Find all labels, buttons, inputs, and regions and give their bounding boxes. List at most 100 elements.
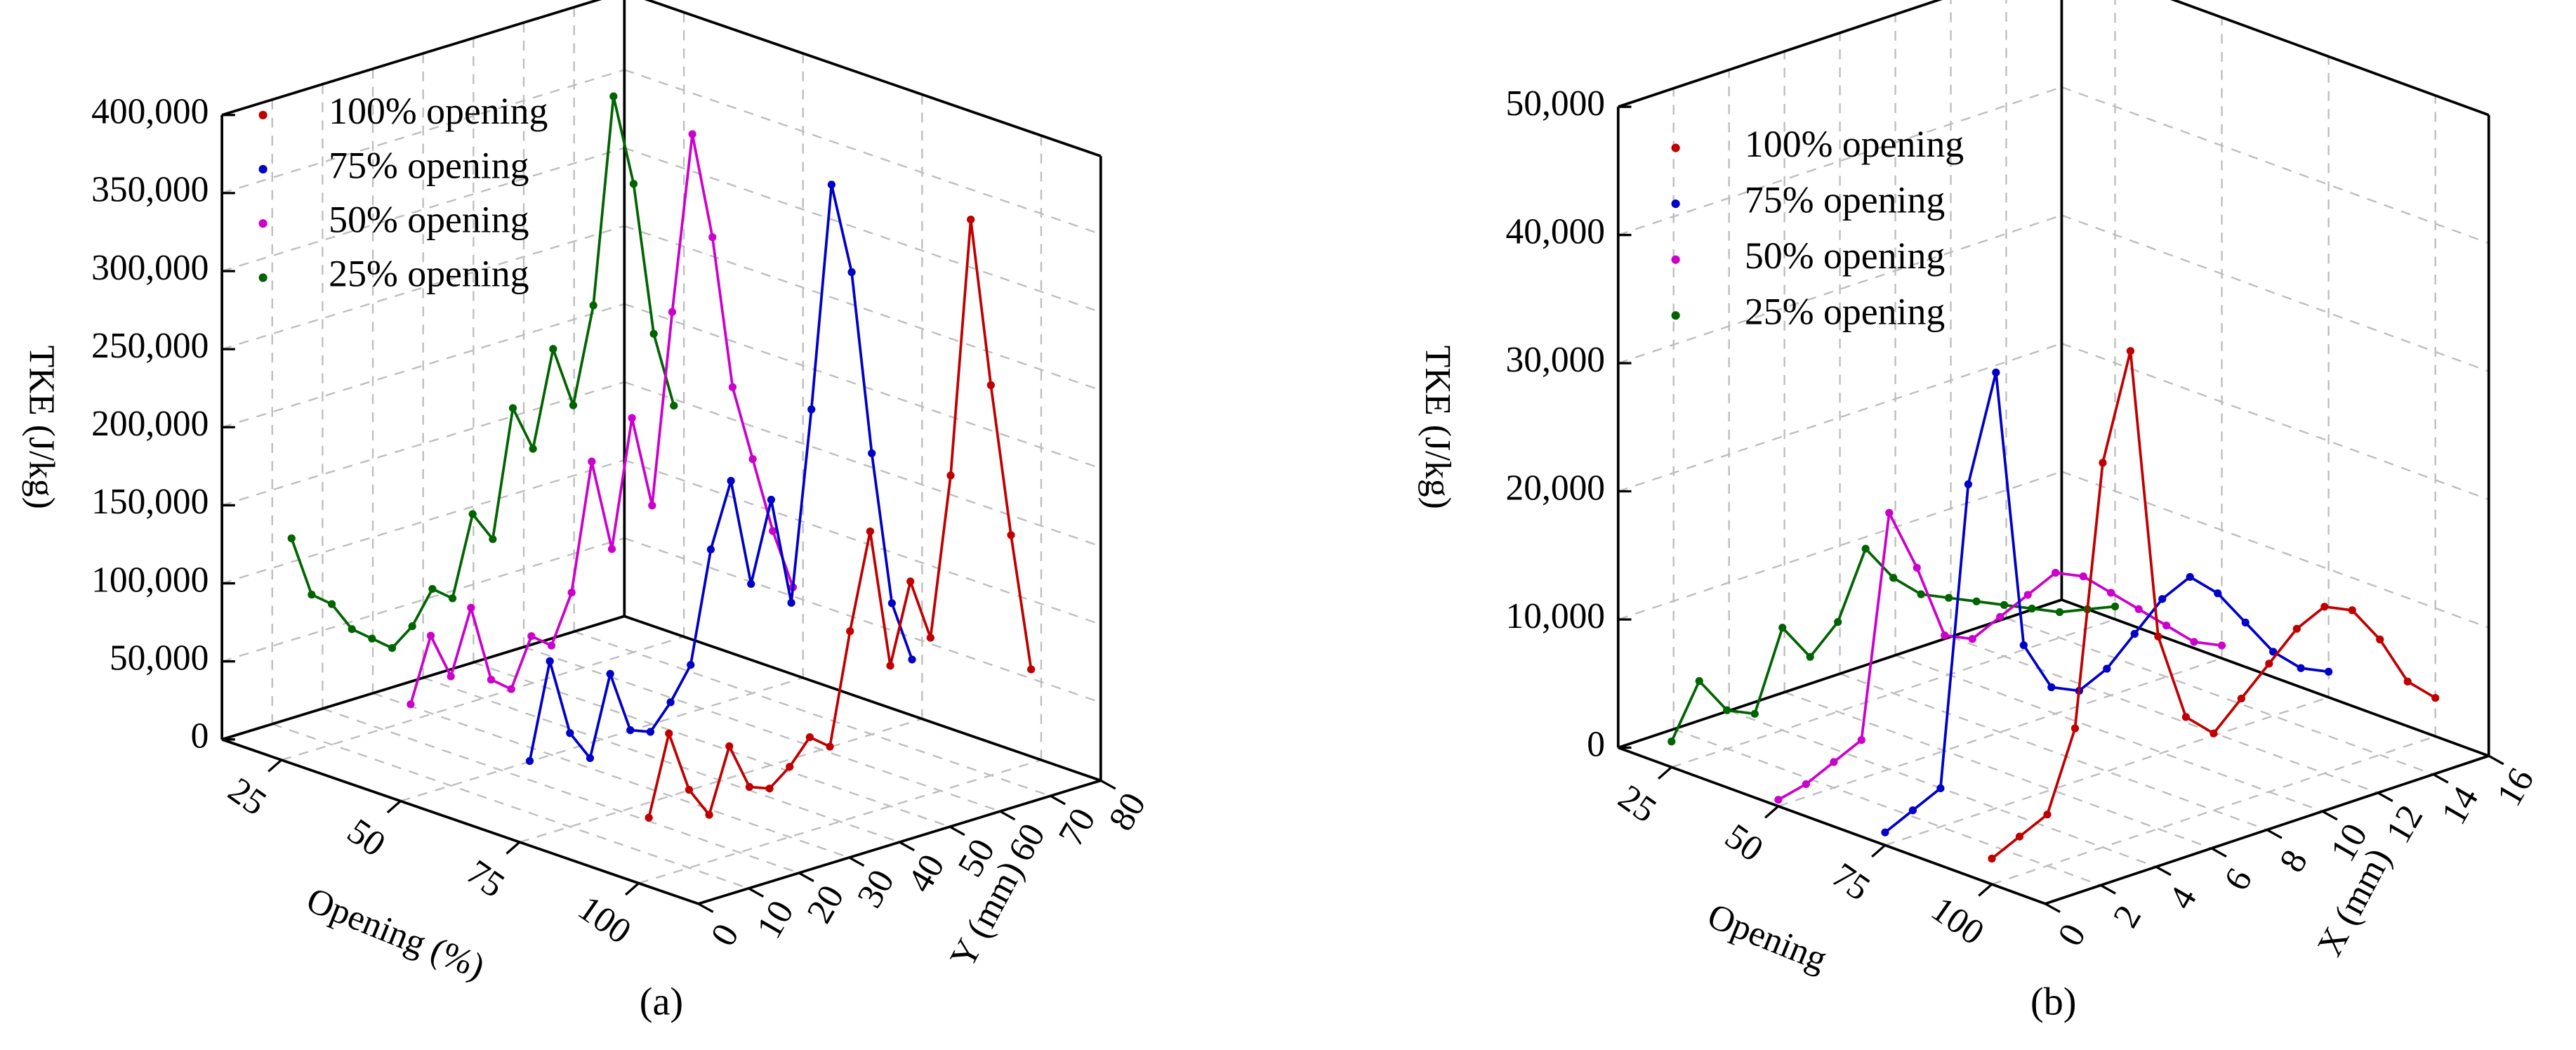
- data-point: [2269, 648, 2278, 656]
- caption: (a): [640, 980, 683, 1024]
- data-point: [2431, 694, 2440, 702]
- data-point: [507, 685, 515, 693]
- legend-marker: [1671, 255, 1680, 264]
- series-line: [1777, 508, 2222, 801]
- tick-mark: [1871, 844, 1887, 858]
- data-point: [2325, 667, 2333, 676]
- data-point: [2047, 683, 2056, 692]
- data-point: [826, 742, 834, 751]
- series-line: [1990, 350, 2436, 860]
- y-tick-label: 10: [749, 894, 802, 945]
- data-point: [2103, 664, 2111, 673]
- legend-marker: [258, 164, 267, 174]
- data-point: [2292, 624, 2301, 633]
- data-point: [1806, 652, 1814, 661]
- tick-mark: [999, 810, 1016, 821]
- data-point: [908, 655, 916, 664]
- x-tick-label: 14: [2433, 780, 2486, 831]
- grid-line: [1950, 636, 2379, 794]
- data-point: [1723, 706, 1731, 714]
- data-point: [786, 763, 794, 771]
- data-point: [807, 405, 816, 414]
- data-point: [725, 742, 734, 751]
- grid-line: [221, 303, 625, 428]
- data-point: [646, 728, 655, 736]
- data-point: [527, 632, 536, 641]
- data-point: [1857, 736, 1865, 744]
- legend-label: 50% opening: [1745, 235, 1945, 277]
- x-tick-label: 12: [2378, 799, 2431, 850]
- data-point: [468, 510, 477, 518]
- data-point: [2079, 572, 2087, 581]
- data-point: [626, 726, 635, 735]
- x-tick-label: 6: [2217, 862, 2260, 898]
- data-point: [886, 662, 894, 670]
- data-point: [967, 216, 975, 224]
- y-tick-label: 60: [1000, 817, 1053, 868]
- data-point: [866, 527, 874, 536]
- data-point: [2023, 591, 2032, 599]
- tick-mark: [2155, 865, 2172, 877]
- data-point: [348, 625, 356, 634]
- legend-marker: [1671, 199, 1680, 209]
- data-point: [2241, 618, 2250, 626]
- data-point: [1917, 590, 1925, 598]
- grid-line: [400, 676, 804, 802]
- data-point: [748, 455, 757, 464]
- data-point: [1834, 617, 1842, 626]
- grid-line: [1784, 691, 2212, 849]
- y-tick-label: 30: [850, 863, 902, 914]
- data-point: [428, 584, 437, 593]
- z-tick-label: 0: [191, 716, 209, 756]
- axis-line: [698, 779, 1102, 905]
- z-tick-label: 200,000: [91, 404, 209, 444]
- data-point: [666, 698, 675, 707]
- data-point: [508, 404, 517, 412]
- data-point: [668, 308, 677, 316]
- grid-line: [473, 662, 951, 828]
- z-tick-label: 400,000: [91, 92, 209, 132]
- grid-line: [623, 147, 1102, 313]
- data-point: [687, 661, 695, 669]
- data-point: [388, 644, 397, 652]
- grid-line: [2172, 0, 2490, 116]
- tick-mark: [2432, 773, 2449, 784]
- data-point: [447, 672, 455, 681]
- grid-line: [2006, 617, 2434, 775]
- z-tick-label: 300,000: [91, 248, 209, 288]
- data-point: [327, 600, 336, 608]
- tick-mark: [386, 800, 402, 814]
- data-point: [607, 545, 616, 553]
- data-point: [2237, 694, 2245, 703]
- grid-line: [623, 459, 1102, 626]
- data-point: [2015, 832, 2024, 841]
- grid-line: [272, 723, 749, 889]
- grid-line: [221, 147, 625, 273]
- x-tick-label: 2: [2106, 899, 2149, 935]
- axis-line: [2061, 598, 2490, 757]
- data-point: [566, 729, 574, 737]
- data-point: [1941, 631, 1949, 640]
- series-line: [647, 219, 1033, 818]
- data-point: [1802, 780, 1810, 789]
- data-point: [2019, 641, 2028, 650]
- data-point: [525, 756, 534, 766]
- opening-tick-label: 25: [221, 770, 274, 823]
- grid-line: [519, 718, 923, 844]
- tick-mark: [1764, 805, 1779, 819]
- axis-line: [1618, 598, 2063, 749]
- grid-line: [221, 459, 625, 584]
- data-point: [649, 329, 658, 338]
- data-point: [589, 301, 597, 310]
- grid-line: [1884, 696, 2330, 846]
- caption: (b): [2030, 980, 2076, 1024]
- chart: 0 50,000 100,000 150,000 200,000 250,000 300,0…: [21, 0, 1154, 1024]
- data-point: [2297, 664, 2305, 672]
- data-point: [2052, 568, 2060, 577]
- grid-line: [221, 537, 625, 662]
- data-point: [1972, 597, 1981, 605]
- legend-label: 100% opening: [329, 90, 548, 132]
- data-point: [2055, 608, 2064, 617]
- chart: 0 10,000 20,000 30,000 40,000 50,000 25 50 75 100…: [1418, 0, 2542, 1024]
- grid-line: [2061, 86, 2490, 244]
